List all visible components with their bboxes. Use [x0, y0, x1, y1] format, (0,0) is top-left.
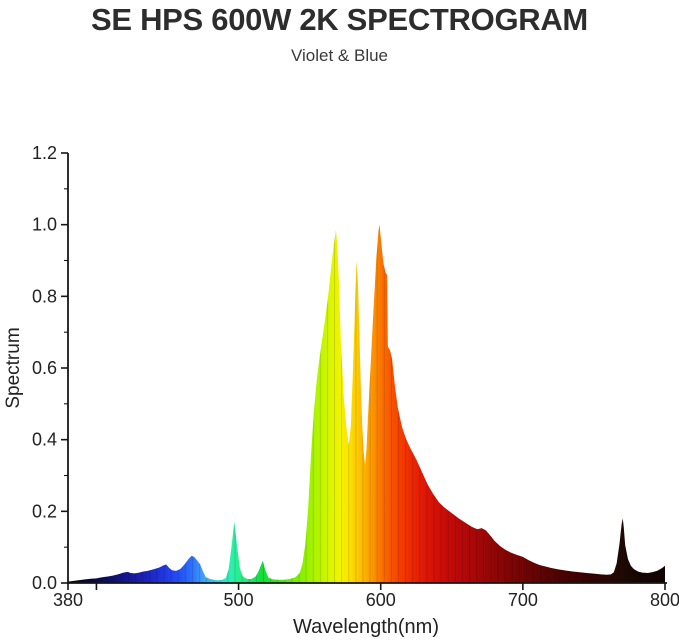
x-tick-label: 380 [53, 590, 83, 610]
x-axis-label: Wavelength(nm) [293, 616, 439, 638]
x-tick-label: 500 [224, 590, 254, 610]
x-tick-label: 800 [650, 590, 679, 610]
tick-labels: 380 500 600 700 800 0.0 0.2 0.4 0.6 0.8 1.0 1.2 [32, 143, 679, 610]
x-tick-label: 700 [508, 590, 538, 610]
y-tick-label: 0.8 [32, 286, 57, 306]
chart-title: SE HPS 600W 2K SPECTROGRAM [91, 2, 588, 37]
chart-subtitle: Violet & Blue [290, 46, 389, 65]
axes [61, 152, 667, 590]
y-tick-label: 0.0 [32, 573, 57, 593]
x-tick-label: 600 [366, 590, 396, 610]
y-tick-label: 1.0 [32, 215, 57, 235]
y-tick-label: 0.6 [32, 358, 57, 378]
y-tick-label: 1.2 [32, 143, 57, 163]
spectrum-bin-stripes [68, 224, 665, 584]
y-tick-label: 0.2 [32, 501, 57, 521]
y-tick-label: 0.4 [32, 430, 57, 450]
y-axis-label: Spectrum [3, 327, 24, 408]
